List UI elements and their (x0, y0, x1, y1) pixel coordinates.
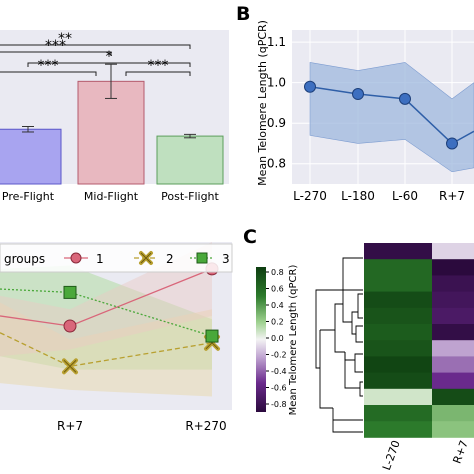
data-point (304, 80, 316, 93)
significance-bracket (0, 51, 112, 56)
marker-x-outline (63, 359, 77, 373)
x-tick-label: Pre-Flight (2, 190, 55, 203)
panel-c-heatmap: C 0.8 0.6 0.4 0.2 0.0 -0.2 -0.4 -0.6 -0.8 Mean T… (243, 226, 474, 472)
y-tick-label: 1.1 (267, 35, 286, 49)
group-2-line (0, 332, 213, 367)
heatmap-cell (432, 405, 474, 422)
colorbar-tick-label: 0.2 (271, 318, 284, 327)
heatmap-cell (432, 372, 474, 390)
heatmap-cell (432, 388, 474, 406)
heatmap-cell (364, 291, 432, 309)
x-tick-label: L-270 (293, 189, 327, 203)
colorbar-tick-label: -0.4 (271, 367, 287, 376)
heatmap-cell (364, 340, 432, 357)
significance-label: *** (45, 38, 66, 54)
colorbar-tick-label: -0.8 (271, 400, 287, 409)
heatmap-cell (364, 421, 432, 438)
colorbar (256, 267, 266, 412)
heatmap-column-label: L-270 (380, 439, 403, 472)
heatmap-cell (364, 405, 432, 422)
significance-label: ** (58, 31, 72, 47)
heatmap-cell (432, 275, 474, 292)
panel-a-bar-chart: ********* *** Pre-Flight Mid-Flight Post-Fl… (0, 30, 229, 203)
heatmap-cell (364, 275, 432, 292)
legend-label: 2 (166, 252, 174, 266)
significance-bracket (0, 71, 97, 76)
significance-label: *** (148, 58, 169, 74)
x-tick-label: Mid-Flight (84, 190, 139, 203)
data-point (352, 88, 364, 101)
bar-pre-flight (0, 128, 62, 185)
heatmap-cell (364, 388, 432, 406)
heatmap-cell (432, 356, 474, 373)
marker-circle (63, 319, 77, 333)
marker-x-outline (140, 252, 152, 264)
heatmap-cell (432, 307, 474, 325)
heatmap-cell (364, 307, 432, 325)
confidence-band (309, 62, 474, 173)
marker-square (63, 285, 77, 299)
colorbar-tick-label: 0.4 (271, 301, 284, 310)
colorbar-tick-label: 0.0 (271, 334, 284, 343)
significance-label: * (106, 49, 113, 65)
heatmap-cell (364, 324, 432, 341)
heatmap-cell (432, 259, 474, 276)
bar-post-flight (156, 135, 224, 185)
marker-square (196, 252, 208, 264)
panel-d-group-chart: groups 1 2 3 R+7 R+270 (0, 242, 233, 433)
colorbar-label: Mean Telomere Length (qPCR) (288, 265, 299, 416)
heatmap-cell (364, 372, 432, 390)
heatmap-cell (364, 243, 432, 260)
legend-label: 3 (222, 252, 230, 266)
heatmap-cell (432, 243, 474, 260)
x-tick-label: R+7 (57, 419, 83, 433)
x-tick-label: R+7 (439, 189, 465, 203)
panel-b-y-axis-label: Mean Telomere Length (qPCR) (256, 20, 269, 186)
panel-label-c: C (243, 226, 257, 248)
significance-bracket (125, 71, 191, 76)
y-tick-label: 0.9 (267, 116, 286, 130)
y-tick-label: 1.0 (267, 76, 286, 90)
legend-box (0, 243, 233, 273)
group-2-band (0, 302, 212, 397)
marker-square (205, 329, 219, 343)
significance-label: *** (38, 58, 59, 74)
group-3-line (0, 288, 213, 337)
dendrogram (315, 257, 363, 433)
x-tick-label: L-60 (392, 189, 418, 203)
heatmap-cell (432, 291, 474, 309)
x-tick-label: L-180 (341, 189, 375, 203)
heatmap-column-label: R+7 (450, 439, 470, 466)
marker-circle (70, 252, 82, 264)
heatmap-cell (364, 356, 432, 373)
colorbar-tick-label: -0.6 (271, 384, 287, 393)
panel-b-line-chart: B 0.8 0.9 1.0 1.1 L-270 L-180 L-60 R+7 Mean Te… (236, 3, 474, 203)
heatmap-cell (432, 340, 474, 357)
x-tick-label: Post-Flight (161, 190, 219, 203)
heatmap-cell (432, 421, 474, 438)
heatmap-cell (364, 259, 432, 276)
colorbar-tick-label: 0.6 (271, 285, 284, 294)
data-point (399, 92, 411, 105)
x-tick-label: R+270 (185, 419, 226, 433)
data-point (446, 137, 458, 150)
colorbar-tick-label: 0.8 (271, 268, 284, 277)
legend-title: groups (4, 252, 45, 266)
significance-bracket (0, 44, 191, 49)
colorbar-tick-label: -0.2 (271, 351, 287, 360)
significance-bracket (27, 62, 191, 67)
legend-label: 1 (96, 252, 104, 266)
heatmap-cell (432, 324, 474, 341)
panel-label-b: B (236, 3, 250, 25)
y-tick-label: 0.8 (267, 157, 286, 171)
